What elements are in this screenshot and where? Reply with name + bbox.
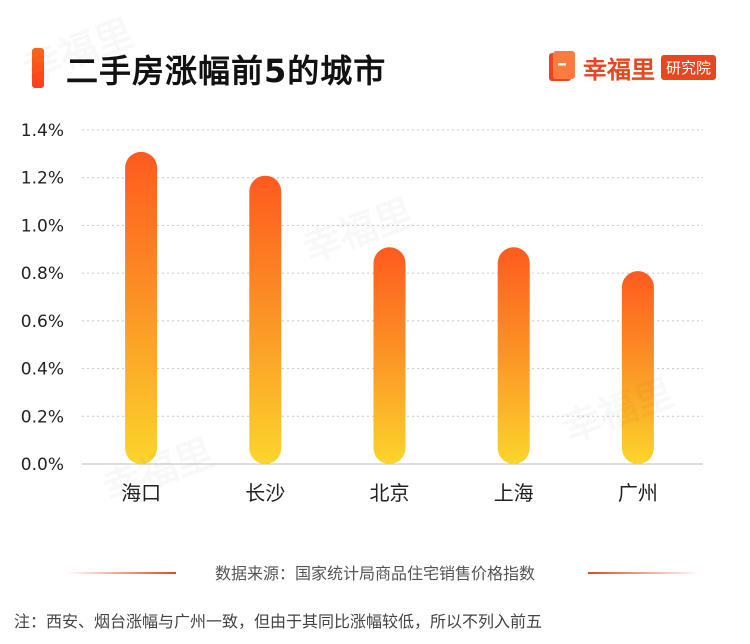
x-tick-label: 长沙 (245, 481, 285, 505)
x-tick-label: 海口 (121, 481, 161, 505)
footnote: 注：西安、烟台涨幅与广州一致，但由于其同比涨幅较低，所以不列入前五 (14, 612, 543, 631)
y-tick-label: 0.2% (21, 407, 64, 427)
x-tick-label: 上海 (494, 481, 534, 505)
data-source-text: 数据来源：国家统计局商品住宅销售价格指数 (214, 564, 535, 583)
chart-title: 二手房涨幅前5的城市 (66, 52, 387, 90)
data-source-row: 数据来源：国家统计局商品住宅销售价格指数 (0, 560, 750, 586)
source-divider-right (588, 572, 700, 574)
y-tick-label: 0.0% (21, 455, 64, 475)
y-tick-label: 0.6% (21, 312, 64, 332)
y-tick-label: 1.4% (21, 121, 64, 141)
source-divider-left (66, 572, 176, 574)
y-tick-label: 0.8% (21, 264, 64, 284)
bar (373, 247, 406, 464)
bar-chart: 0.0% 0.2% 0.4% 0.6% 0.8% 1.0% 1.2% 1.4% 海口 长沙 北京 上… (21, 121, 703, 505)
brand-tag: 研究院 (660, 54, 716, 80)
y-axis: 0.0% 0.2% 0.4% 0.6% 0.8% 1.0% 1.2% 1.4% (21, 121, 64, 475)
y-tick-label: 0.4% (21, 360, 64, 380)
bar (497, 247, 530, 464)
title-accent-bar (32, 48, 44, 88)
bar (621, 271, 654, 464)
brand-name: 幸福里 (582, 55, 655, 84)
brand-logo: 幸福里 研究院 (548, 50, 716, 84)
bars (125, 151, 654, 464)
y-tick-label: 1.0% (21, 216, 64, 236)
x-axis: 海口 长沙 北京 上海 广州 (121, 481, 658, 505)
x-tick-label: 广州 (618, 481, 658, 505)
bar (125, 151, 158, 464)
bar (249, 175, 282, 464)
x-tick-label: 北京 (370, 481, 410, 505)
book-logo-icon (548, 51, 575, 83)
y-tick-label: 1.2% (21, 169, 64, 189)
